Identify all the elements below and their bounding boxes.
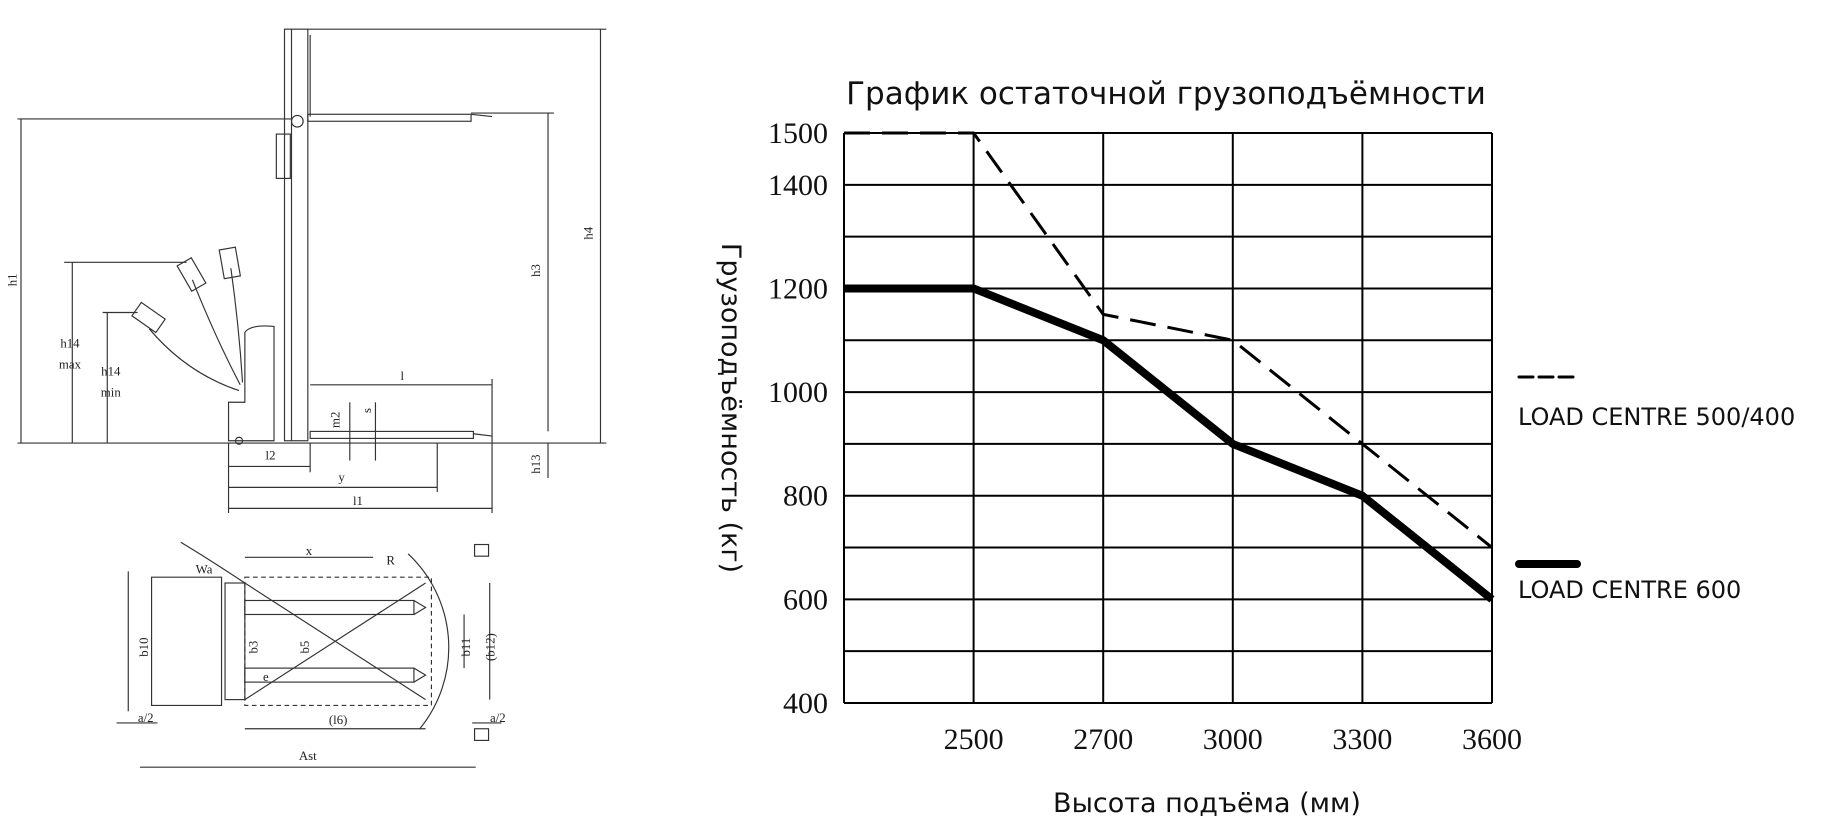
y-tick-label: 1200 [768, 272, 828, 305]
chart-title: График остаточной грузоподъёмности [846, 76, 1486, 112]
dimension-label: m2 [328, 412, 342, 428]
y-tick-label: 1400 [768, 169, 828, 202]
dimension-label: l1 [353, 494, 363, 508]
dimension-label: s [360, 408, 374, 413]
x-tick-label: 3300 [1332, 723, 1392, 756]
dimension-label: b11 [459, 638, 473, 657]
dimension-label: b3 [247, 641, 261, 654]
x-tick-label: 3600 [1462, 723, 1522, 756]
dimension-label: h4 [581, 226, 595, 239]
x-tick-label: 3000 [1203, 723, 1263, 756]
dimension-label: R [386, 553, 395, 567]
series-line [844, 284, 1495, 603]
dimension-label: Ast [299, 749, 317, 763]
dimension-label: max [59, 357, 82, 371]
dimension-label: h3 [529, 264, 543, 277]
y-axis-label: Грузоподъёмность (кг) [715, 243, 746, 573]
dimension-label: min [101, 385, 122, 399]
y-tick-label: 600 [783, 583, 828, 616]
y-tick-label: 1500 [768, 117, 828, 150]
x-axis-label: Высота подъёма (мм) [1053, 788, 1361, 819]
y-tick-label: 1000 [768, 376, 828, 409]
x-tick-label: 2500 [944, 723, 1004, 756]
legend-label: LOAD CENTRE 500/400 [1518, 403, 1795, 431]
dimension-label: h14 [60, 336, 80, 350]
dimension-label: (l6) [329, 713, 348, 727]
dimension-label: h14 [101, 364, 121, 378]
legend-label: LOAD CENTRE 600 [1518, 576, 1741, 604]
dimension-label: h13 [529, 454, 543, 473]
dimension-label: l2 [266, 448, 276, 462]
dimension-label: b10 [137, 638, 151, 657]
dimension-label: a/2 [490, 711, 506, 725]
dimension-label: x [306, 544, 313, 558]
x-tick-label: 2700 [1073, 723, 1133, 756]
y-tick-label: 800 [783, 480, 828, 513]
dimension-label: a/2 [138, 711, 154, 725]
series-line [844, 131, 1493, 549]
y-tick-label: 400 [783, 687, 828, 720]
dimension-label: b5 [298, 641, 312, 654]
dimension-label: (b12) [483, 633, 497, 661]
dimension-label: h1 [5, 273, 19, 286]
dimension-label: Wa [196, 563, 213, 577]
chart: График остаточной грузоподъёмности Грузо… [715, 76, 1795, 819]
dimension-label: l [400, 369, 404, 383]
dimension-label: y [338, 471, 345, 485]
dimension-label: e [263, 670, 269, 684]
